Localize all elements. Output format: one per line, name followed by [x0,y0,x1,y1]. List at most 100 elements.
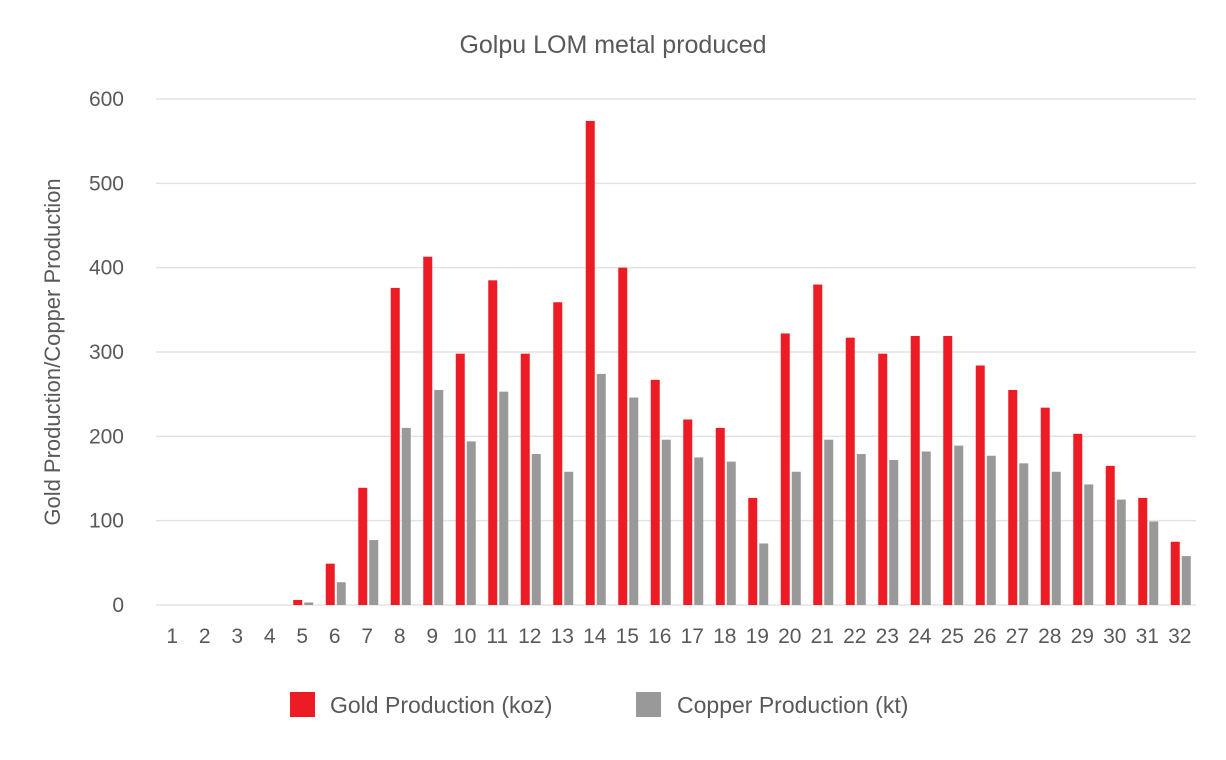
x-tick-label: 20 [778,625,801,648]
y-axis-label: Gold Production/Copper Production [40,178,65,525]
copper-bar [1051,471,1061,605]
x-tick-label: 25 [941,625,964,648]
gold-bar [715,427,725,605]
x-tick-label: 2 [199,625,211,648]
x-tick-label: 8 [394,625,406,648]
gold-bar [390,287,400,605]
gold-bar [553,302,563,605]
x-tick-label: 5 [296,625,308,648]
gold-bar [293,599,303,605]
copper-bar [889,459,899,605]
gold-bar [1073,433,1083,605]
x-tick-label: 30 [1103,625,1126,648]
copper-bar [369,540,379,605]
x-tick-label: 19 [746,625,769,648]
x-tick-label: 10 [453,625,476,648]
gold-bar [910,335,920,605]
gold-bar [650,379,660,605]
gold-bar [780,333,790,605]
gold-bar [618,267,628,605]
x-tick-label: 29 [1071,625,1094,648]
gold-bar [975,365,985,605]
copper-bar [1084,484,1094,605]
copper-bar [499,391,509,605]
gold-bar [1040,407,1050,605]
copper-bar [661,439,671,605]
gold-bar [455,353,465,605]
copper-bar [824,439,834,605]
gridlines [156,98,1196,606]
copper-bar [1116,499,1126,605]
y-tick-label: 600 [89,88,124,111]
legend-label: Gold Production (koz) [330,692,552,718]
y-tick-label: 0 [112,594,124,617]
copper-bar [336,582,346,605]
gold-bar [488,280,498,605]
copper-bar [726,461,736,605]
y-tick-label: 300 [89,341,124,364]
x-tick-label: 32 [1168,625,1191,648]
x-tick-label: 26 [973,625,996,648]
gold-bar [325,563,335,605]
gold-bar [423,256,433,605]
copper-bar [759,543,769,605]
copper-bar [694,457,704,605]
copper-bar [629,397,639,605]
copper-bar [401,427,411,605]
copper-bar [434,389,444,605]
x-tick-label: 24 [908,625,932,648]
x-tick-label: 17 [681,625,704,648]
copper-bar [921,451,931,605]
gold-bar [1008,389,1018,605]
x-tick-label: 14 [583,625,607,648]
x-tick-label: 6 [329,625,341,648]
y-tick-label: 100 [89,510,124,533]
x-tick-label: 21 [811,625,834,648]
gold-bar [358,487,368,605]
legend-swatch [636,692,661,717]
copper-bar [954,445,964,605]
gold-bar [748,497,758,605]
chart-title: Golpu LOM metal produced [459,31,766,59]
copper-bar [1181,556,1191,605]
y-tick-label: 500 [89,172,124,195]
x-tick-label: 16 [648,625,671,648]
copper-bar [466,441,476,605]
bars [293,120,1191,605]
gold-bar [683,419,693,605]
x-tick-label: 31 [1136,625,1159,648]
copper-bar [304,602,314,605]
y-tick-label: 200 [89,425,124,448]
x-tick-label: 9 [426,625,438,648]
x-tick-label: 12 [518,625,541,648]
gold-bar [1170,541,1180,605]
x-tick-label: 18 [713,625,736,648]
y-tick-label: 400 [89,257,124,280]
x-tick-labels: 1 2 3 4 5 6 7 8 9 10 11 12 13 14 15 16 17 18 19 20 21 22 23 24 2… [166,625,1191,648]
y-tick-labels: 0 100 200 300 400 500 600 [89,88,124,617]
gold-bar [585,120,595,605]
gold-bar [878,353,888,605]
copper-bar [564,471,574,605]
gold-bar [1105,465,1115,605]
x-tick-label: 1 [166,625,178,648]
copper-bar [531,454,541,605]
x-tick-label: 15 [616,625,639,648]
x-tick-label: 23 [876,625,899,648]
gold-bar [813,284,823,605]
x-tick-label: 4 [264,625,276,648]
copper-bar [1019,463,1029,605]
copper-bar [596,373,606,605]
copper-bar [986,455,996,605]
x-tick-label: 28 [1038,625,1061,648]
gold-bar [845,337,855,605]
x-tick-label: 13 [551,625,574,648]
gold-bar [520,353,530,605]
legend: Gold Production (koz) Copper Production (… [290,692,908,718]
copper-bar [791,471,801,605]
legend-swatch [290,692,315,717]
copper-bar [856,454,866,605]
gold-bar [943,335,953,605]
x-tick-label: 7 [361,625,373,648]
